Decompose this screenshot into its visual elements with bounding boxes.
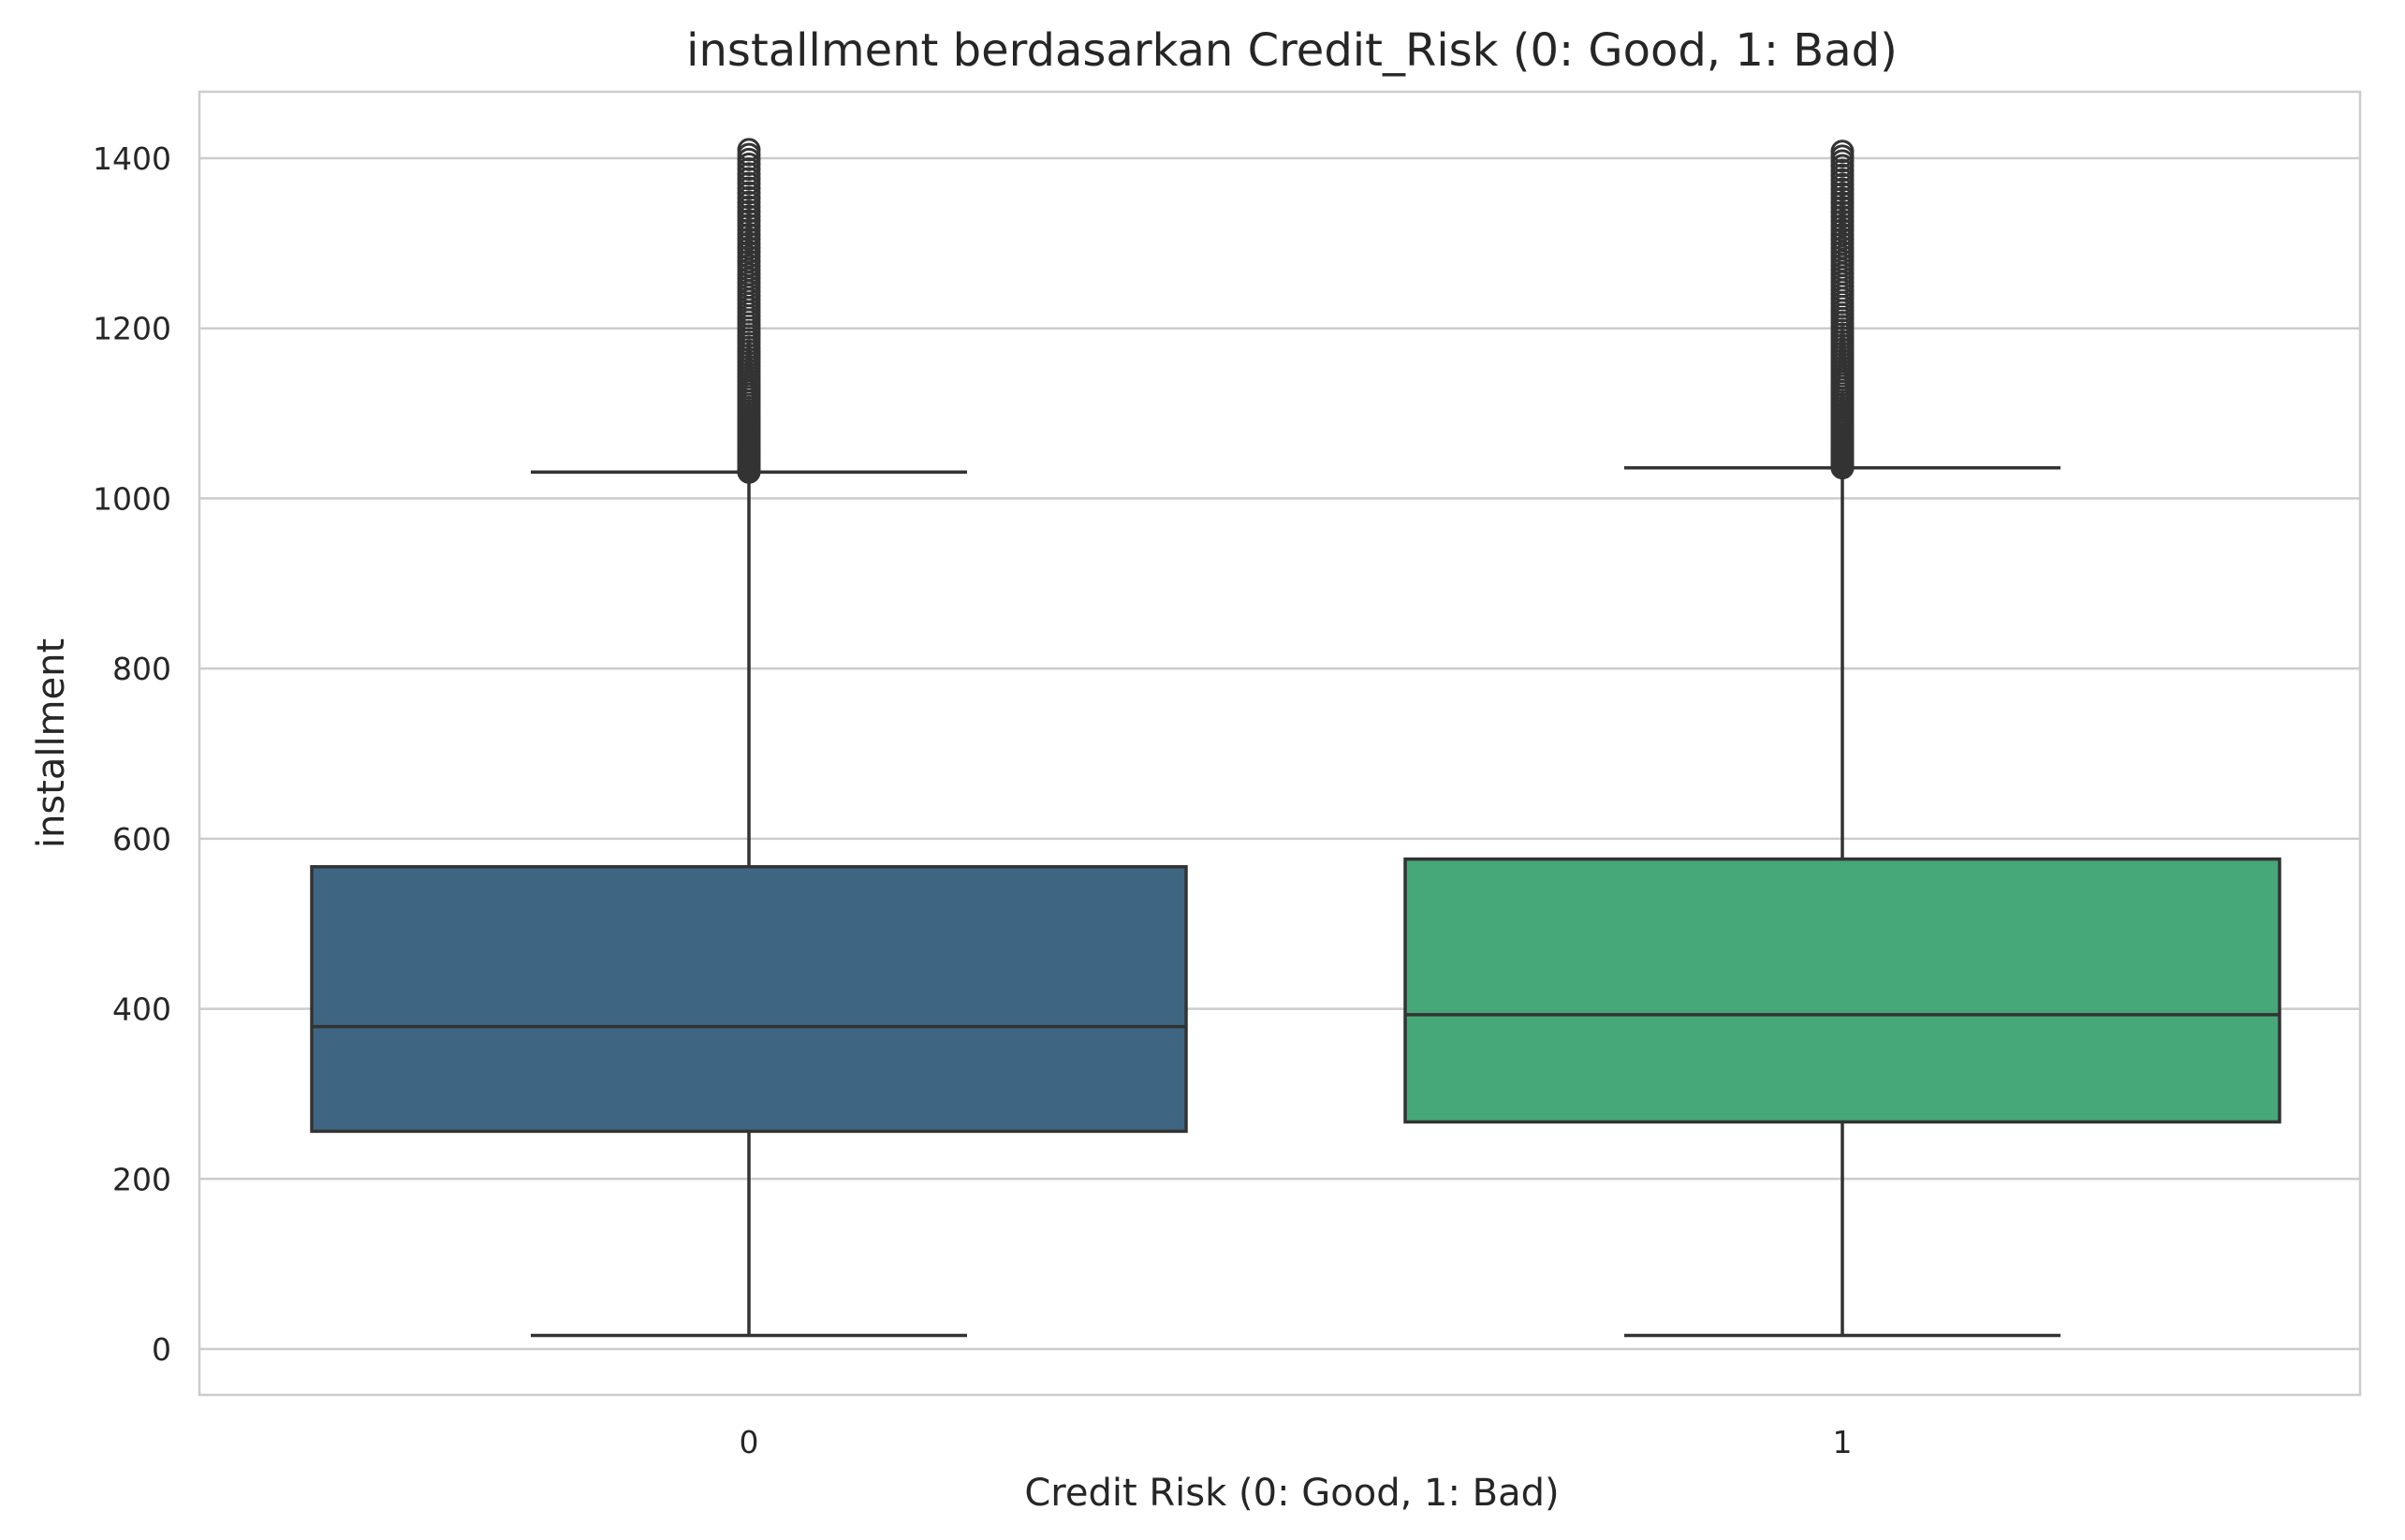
outlier-point <box>737 138 761 162</box>
iqr-box <box>1403 857 2281 1124</box>
y-tick-label-0: 0 <box>152 1331 171 1368</box>
grid <box>199 156 2360 1351</box>
x-tick-label-1: 1 <box>1833 1424 1853 1460</box>
box-group-0 <box>310 138 1188 1338</box>
iqr-box <box>310 865 1188 1134</box>
outlier-point <box>1830 139 1855 164</box>
y-tick-label-400: 400 <box>112 991 171 1028</box>
plot-frame <box>198 90 2362 1397</box>
boxes <box>310 138 2281 1338</box>
y-ticks: 0 200 400 600 800 1000 1200 1400 <box>93 140 171 1368</box>
y-tick-label-1200: 1200 <box>93 311 171 347</box>
x-tick-label-0: 0 <box>740 1424 759 1460</box>
outliers <box>737 138 761 484</box>
box-group-1 <box>1403 139 2281 1338</box>
outliers <box>1830 139 1855 480</box>
y-axis-label: installment <box>30 638 73 848</box>
x-axis-label: Credit Risk (0: Good, 1: Bad) <box>1024 1472 1559 1515</box>
y-tick-label-200: 200 <box>112 1161 171 1197</box>
chart-title: installment berdasarkan Credit_Risk (0: … <box>686 24 1898 77</box>
y-tick-label-1000: 1000 <box>93 480 171 517</box>
y-tick-label-600: 600 <box>112 821 171 858</box>
y-tick-label-800: 800 <box>112 651 171 687</box>
y-tick-label-1400: 1400 <box>93 140 171 177</box>
